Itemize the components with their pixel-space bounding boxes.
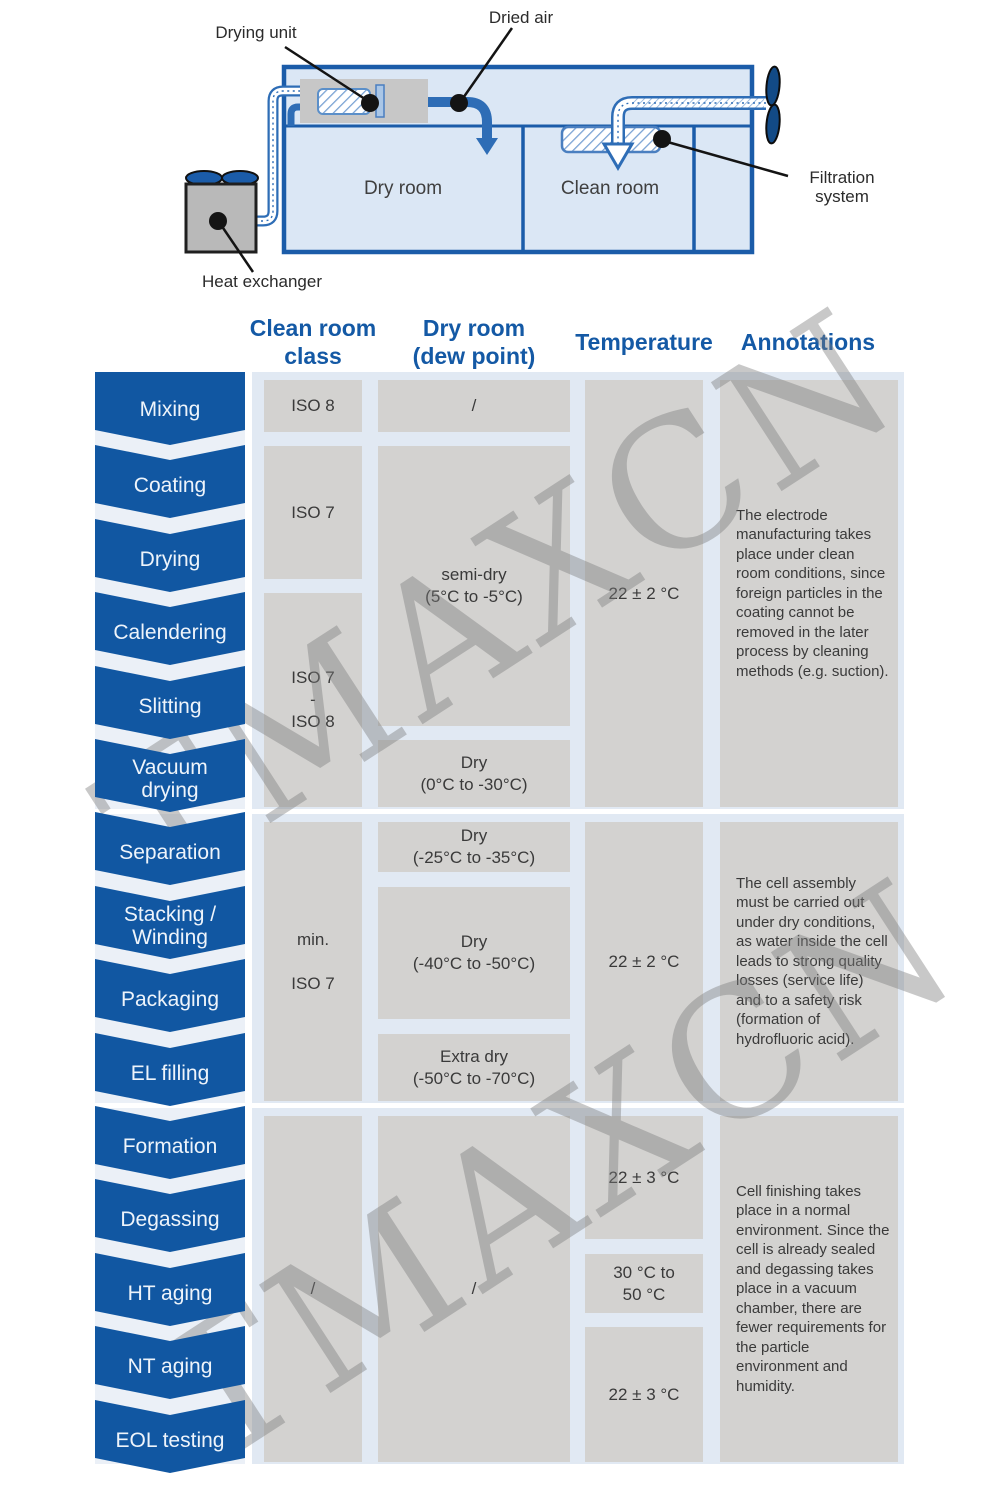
cell-dryroom-mixing: /	[378, 380, 570, 432]
cell-annotation-assembly: The cell assembly must be carried out un…	[720, 822, 898, 1101]
cell-dryroom-stacking-packaging: Dry (-40°C to -50°C)	[378, 887, 570, 1019]
dried-air-label: Dried air	[488, 8, 554, 27]
cell-cleanroom-coating-drying: ISO 7	[264, 446, 362, 579]
cell-annotation-electrode: The electrode manufacturing takes place …	[720, 380, 898, 807]
cell-cleanroom-finishing: /	[264, 1116, 362, 1462]
drying-unit-label: Drying unit	[215, 23, 297, 42]
cell-cleanroom-calendering-vacuum: ISO 7 - ISO 8	[264, 593, 362, 807]
step-separation: Separation	[95, 812, 245, 885]
heat-exchanger-label: Heat exchanger	[201, 272, 323, 291]
step-packaging: Packaging	[95, 959, 245, 1032]
callouts	[217, 27, 789, 273]
cell-dryroom-finishing: /	[378, 1116, 570, 1462]
cell-dryroom-el-filling: Extra dry (-50°C to -70°C)	[378, 1034, 570, 1101]
cell-temperature-ht-aging: 30 °C to 50 °C	[585, 1254, 703, 1313]
cell-dryroom-semidry: semi-dry (5°C to -5°C)	[378, 446, 570, 726]
dry-room-label: Dry room	[363, 178, 443, 199]
hvac-schematic	[184, 27, 789, 273]
supply-pipe	[250, 85, 303, 227]
callout-dots	[209, 94, 671, 230]
cell-temperature-electrode: 22 ± 2 °C	[585, 380, 703, 807]
step-stacking-winding: Stacking / Winding	[95, 886, 245, 959]
header-clean-room-class: Clean room class	[249, 315, 377, 369]
cell-dryroom-vacuum: Dry (0°C to -30°C)	[378, 740, 570, 807]
cell-temperature-assembly: 22 ± 2 °C	[585, 822, 703, 1101]
cell-dryroom-separation: Dry (-25°C to -35°C)	[378, 822, 570, 872]
cell-temperature-formation-degassing: 22 ± 3 °C	[585, 1116, 703, 1239]
step-vacuum-drying: Vacuum drying	[95, 739, 245, 812]
step-formation: Formation	[95, 1106, 245, 1179]
cell-temperature-nt-eol: 22 ± 3 °C	[585, 1327, 703, 1462]
heat-exchanger-box	[184, 170, 259, 254]
header-annotations: Annotations	[740, 329, 876, 355]
clean-room-label: Clean room	[560, 178, 660, 199]
header-dry-room: Dry room (dew point)	[412, 315, 536, 369]
step-mixing: Mixing	[95, 372, 245, 445]
cell-cleanroom-assembly: min. ISO 7	[264, 822, 362, 1101]
fan-icon	[765, 65, 781, 145]
filtration-system-label: Filtration system	[809, 168, 875, 206]
cell-annotation-finishing: Cell finishing takes place in a normal e…	[720, 1116, 898, 1462]
cell-cleanroom-mixing: ISO 8	[264, 380, 362, 432]
header-temperature: Temperature	[575, 329, 713, 355]
return-duct	[601, 96, 766, 171]
